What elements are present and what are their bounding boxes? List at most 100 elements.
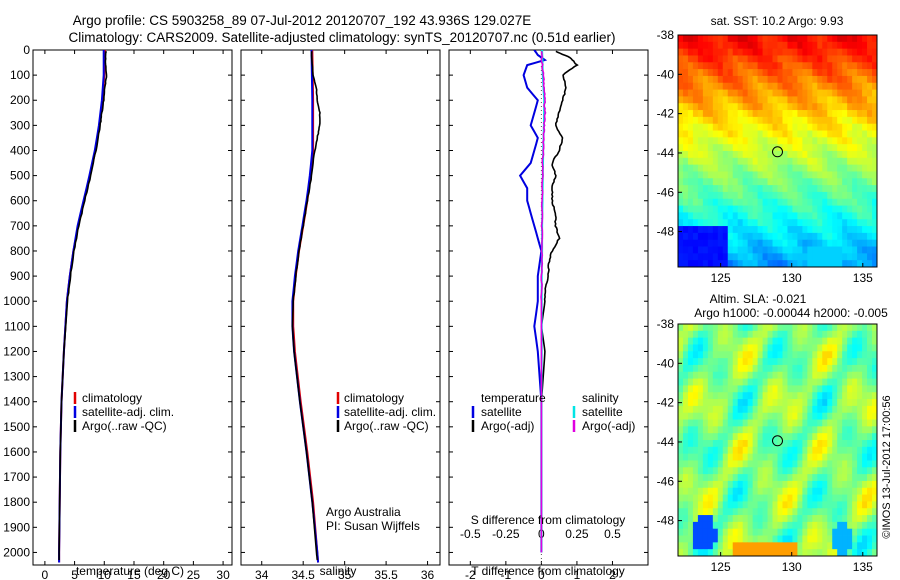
heatmap-cell	[817, 48, 823, 56]
heatmap-cell	[807, 392, 813, 400]
heatmap-cell	[832, 480, 838, 489]
heatmap-cell	[817, 185, 823, 193]
heatmap-cell	[822, 378, 828, 386]
heatmap-cell	[772, 337, 778, 345]
heatmap-cell	[822, 371, 828, 379]
heatmap-cell	[687, 446, 694, 455]
heatmap-cell	[842, 337, 848, 345]
heatmap-cell	[722, 324, 729, 332]
heatmap-cell	[752, 399, 759, 407]
heatmap-cell	[842, 260, 848, 268]
heatmap-cell	[742, 494, 749, 502]
heatmap-cell	[678, 185, 684, 193]
heatmap-cell	[747, 110, 754, 118]
heatmap-cell	[797, 212, 803, 220]
heatmap-cell	[717, 55, 724, 63]
heatmap-cell	[767, 103, 773, 111]
heatmap-cell	[767, 191, 773, 200]
heatmap-cell	[857, 446, 863, 455]
heatmap-cell	[782, 480, 788, 489]
heatmap-cell	[837, 212, 843, 220]
heatmap-cell	[822, 358, 828, 366]
heatmap-cell	[802, 110, 808, 118]
heatmap-cell	[842, 246, 848, 254]
heatmap-cell	[772, 535, 778, 543]
heatmap-cell	[712, 226, 719, 234]
heatmap-cell	[832, 253, 838, 261]
heatmap-cell	[812, 205, 818, 213]
heatmap-cell	[772, 378, 778, 386]
heatmap-cell	[752, 123, 759, 131]
heatmap-cell	[752, 480, 759, 489]
heatmap-cell	[687, 392, 694, 400]
heatmap-cell	[767, 480, 773, 489]
heatmap-cell	[747, 103, 754, 111]
heatmap-cell	[842, 62, 848, 70]
y-tick-label: -38	[657, 28, 675, 42]
heatmap-cell	[817, 535, 823, 543]
heatmap-cell	[867, 542, 873, 550]
heatmap-cell	[802, 474, 808, 482]
heatmap-cell	[847, 239, 853, 247]
heatmap-cell	[782, 116, 788, 125]
heatmap-cell	[867, 426, 873, 434]
heatmap-cell	[792, 446, 798, 455]
heatmap-cell	[847, 116, 853, 125]
heatmap-cell	[802, 232, 808, 241]
heatmap-cell	[862, 253, 868, 261]
heatmap-cell	[682, 123, 689, 131]
heatmap-cell	[692, 515, 699, 523]
heatmap-cell	[767, 82, 773, 90]
heatmap-cell	[737, 535, 744, 543]
heatmap-cell	[742, 324, 749, 332]
heatmap-cell	[752, 130, 759, 138]
heatmap-cell	[687, 453, 694, 461]
heatmap-cell	[837, 226, 843, 234]
heatmap-cell	[707, 542, 714, 550]
heatmap-cell	[867, 364, 873, 373]
heatmap-cell	[772, 344, 778, 352]
heatmap-cell	[732, 96, 739, 104]
heatmap-cell	[757, 239, 763, 247]
heatmap-cell	[852, 392, 858, 400]
heatmap-cell	[807, 178, 813, 186]
heatmap-cell	[797, 501, 803, 509]
heatmap-cell	[837, 89, 843, 97]
heatmap-cell	[782, 487, 788, 495]
heatmap-cell	[827, 419, 833, 427]
heatmap-cell	[837, 344, 843, 352]
heatmap-cell	[847, 191, 853, 200]
heatmap-cell	[742, 253, 749, 261]
heatmap-cell	[857, 378, 863, 386]
heatmap-cell	[682, 358, 689, 366]
heatmap-cell	[837, 419, 843, 427]
heatmap-cell	[767, 171, 773, 179]
heatmap-cell	[847, 378, 853, 386]
heatmap-cell	[742, 474, 749, 482]
heatmap-cell	[787, 453, 793, 461]
heatmap-cell	[757, 171, 763, 179]
heatmap-cell	[797, 324, 803, 332]
x2-tick-label: 0.5	[604, 527, 621, 541]
heatmap-cell	[837, 392, 843, 400]
heatmap-cell	[682, 164, 689, 172]
heatmap-cell	[702, 419, 709, 427]
heatmap-cell	[797, 392, 803, 400]
heatmap-cell	[682, 364, 689, 373]
heatmap-cell	[862, 385, 868, 393]
y-tick-label: -48	[657, 514, 675, 528]
heatmap-cell	[757, 130, 763, 138]
heatmap-cell	[802, 41, 808, 50]
heatmap-cell	[802, 48, 808, 56]
heatmap-cell	[777, 151, 783, 159]
heatmap-cell	[712, 508, 719, 516]
heatmap-cell	[682, 460, 689, 468]
heatmap-cell	[842, 232, 848, 241]
heatmap-cell	[797, 205, 803, 213]
heatmap-cell	[777, 35, 783, 43]
heatmap-cell	[712, 164, 719, 172]
heatmap-cell	[862, 508, 868, 516]
heatmap-cell	[752, 474, 759, 482]
heatmap-cell	[707, 405, 714, 414]
heatmap-cell	[777, 212, 783, 220]
